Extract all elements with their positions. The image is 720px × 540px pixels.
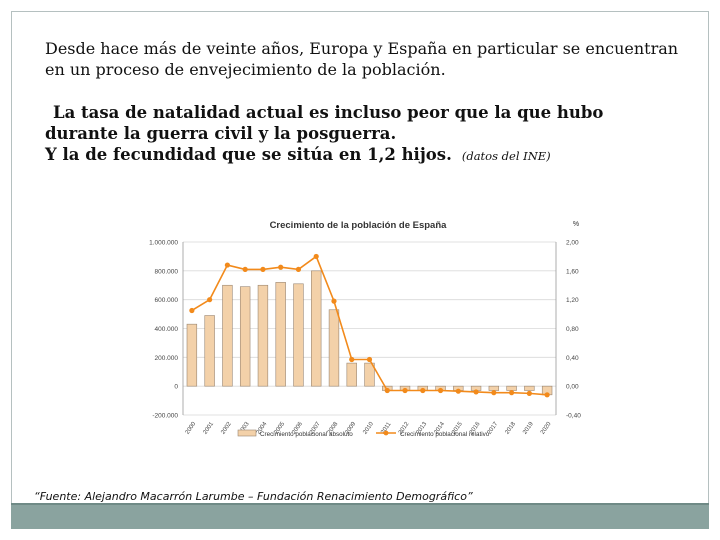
left-axis-ticks: 1.000.000 800.000 600.000 400.000 200.000 0 -2… [149,240,178,420]
facts-paragraph: La tasa de natalidad actual es incluso p… [45,102,685,167]
bar [257,284,269,387]
line-point [437,387,444,394]
right-tick-label: 0,40 [566,355,579,362]
x-tick-label: 2020 [540,421,553,436]
bar [346,362,357,387]
left-tick-label: 800.000 [155,268,179,275]
left-tick-label: 600.000 [155,297,179,304]
right-axis-ticks: 2,00 1,60 1,20 0,80 0,40 0,00 -0,40 [566,240,581,420]
line-point [242,266,248,272]
legend-line-marker [383,430,389,436]
line-point [189,307,195,314]
bar [488,385,500,391]
right-tick-label: 1,20 [566,297,579,304]
x-tick-label: 2000 [185,421,198,436]
line-point [473,389,479,395]
line-point [420,387,426,394]
right-tick-label: 1,60 [566,268,579,275]
bar [293,283,304,387]
legend-line-label: Crecimiento poblacional relativo [400,431,490,438]
bar [275,282,286,387]
line-point [349,356,355,363]
legend-bar-swatch [237,429,257,437]
line-point [384,387,390,394]
line-series [189,253,550,398]
line-point [224,262,231,268]
left-tick-label: 0 [174,384,178,391]
bar-series [186,270,553,396]
intro-paragraph: Desde hace más de veinte años, Europa y … [45,38,685,80]
bar [239,286,251,387]
bar [222,284,233,387]
right-tick-label: 2,00 [566,240,579,247]
x-tick-label: 2001 [203,421,216,436]
line-point [331,298,337,304]
left-tick-label: 400.000 [155,326,179,333]
line-point [508,390,515,396]
population-chart: Crecimiento de la población de España % … [148,212,593,452]
intro-line-1: Desde hace más de veinte años, Europa y … [45,39,679,58]
right-tick-label: -0,40 [566,413,581,420]
fact-line-2: durante la guerra civil y la posguerra. [45,124,397,143]
line-point [366,356,373,363]
x-tick-label: 2010 [362,421,375,436]
line-point [544,392,550,398]
x-tick-label: 2019 [522,421,535,436]
slide-frame [11,11,709,529]
line-point [207,297,213,303]
chart-title: Crecimiento de la población de España [270,220,448,231]
chart-legend: Crecimiento poblacional absoluto Crecimie… [237,429,490,438]
line-point [491,390,497,396]
line-point [313,253,319,260]
bottom-bar [11,503,709,529]
fact-line-3: Y la de fecundidad que se sitúa en 1,2 h… [45,145,452,164]
x-tick-label: 2018 [504,421,517,436]
left-tick-label: -200.000 [152,413,178,420]
left-tick-label: 1.000.000 [149,240,178,247]
fact-note: (datos del INE) [461,149,551,163]
bar [311,270,322,387]
chart-svg: Crecimiento de la población de España % … [149,220,581,438]
left-tick-label: 200.000 [155,355,179,362]
line-point [526,390,532,396]
bar [524,385,535,391]
line-point [260,266,266,272]
legend-bar-label: Crecimiento poblacional absoluto [260,431,353,438]
bar [506,385,517,391]
bar [204,315,215,387]
right-tick-label: 0,80 [566,326,579,333]
right-tick-label: 0,00 [566,384,579,391]
fact-line-1: La tasa de natalidad actual es incluso p… [53,103,604,122]
bar [364,362,375,387]
source-note: “Fuente: Alejandro Macarrón Larumbe – Fu… [34,490,473,503]
right-axis-unit: % [573,221,579,228]
intro-line-2: en un proceso de envejecimiento de la po… [45,60,446,79]
bar [186,323,198,387]
bar [328,309,340,387]
line-point [295,266,302,272]
line-point [455,388,461,394]
fact-line-3-wrap: Y la de fecundidad que se sitúa en 1,2 h… [45,144,685,167]
line-point [278,264,284,270]
x-tick-label: 2002 [220,421,233,436]
line-point [402,387,408,394]
